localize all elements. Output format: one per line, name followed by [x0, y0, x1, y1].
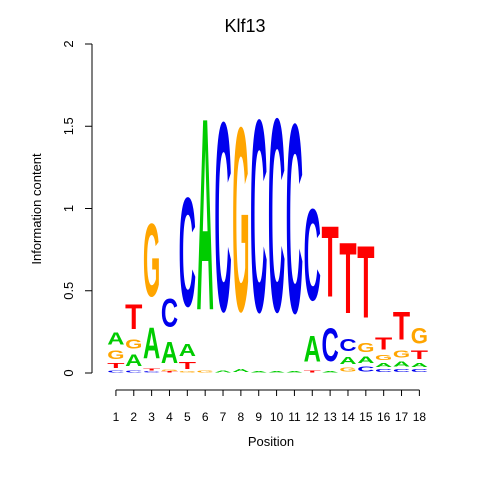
- logo-letter-C-pos-9: C: [250, 64, 267, 370]
- logo-letter-G-pos-2: G: [125, 336, 142, 351]
- x-tick-label: 14: [341, 410, 355, 424]
- logo-letter-A-pos-3: A: [143, 319, 160, 369]
- logo-letter-T-pos-4: T: [161, 371, 178, 373]
- x-tick-label: 2: [130, 410, 137, 424]
- logo-letter-A-pos-5: A: [179, 341, 196, 360]
- logo-letter-G-pos-6: G: [197, 370, 214, 373]
- x-tick-label: 18: [413, 410, 427, 424]
- x-tick-label: 6: [202, 410, 209, 424]
- logo-letter-A-pos-6: A: [197, 63, 214, 369]
- logo-letter-A-pos-13: A: [322, 371, 339, 373]
- logo-letter-G-pos-5: G: [179, 371, 196, 373]
- logo-letter-C-pos-18: C: [411, 368, 428, 373]
- logo-letter-C-pos-16: C: [375, 368, 392, 373]
- logo-letter-T-pos-18: T: [411, 348, 428, 362]
- x-tick-label: 10: [270, 410, 284, 424]
- logo-letter-T-pos-1: T: [107, 362, 125, 370]
- logo-letter-C-pos-10: C: [268, 61, 285, 370]
- logo-letter-A-pos-14: A: [339, 355, 356, 367]
- logo-letter-C-pos-1: C: [107, 370, 124, 373]
- logo-letter-A-pos-9: A: [250, 371, 267, 373]
- logo-letter-G-pos-14: G: [339, 367, 356, 374]
- logo-letter-G-pos-16: G: [375, 354, 392, 362]
- logo-letter-A-pos-11: A: [286, 371, 303, 373]
- x-axis-label: Position: [248, 434, 294, 449]
- x-tick-label: 8: [238, 410, 245, 424]
- logo-letter-A-pos-2: A: [125, 353, 143, 370]
- logo-letter-A-pos-17: A: [393, 360, 411, 368]
- y-tick-label: 2: [61, 40, 76, 47]
- logo-letter-A-pos-10: A: [268, 371, 285, 373]
- x-tick-label: 16: [377, 410, 391, 424]
- logo-letter-C-pos-12: C: [304, 182, 321, 328]
- logo-letter-A-pos-4: A: [161, 335, 178, 370]
- logo-letter-A-pos-12: A: [304, 328, 321, 369]
- logo-letter-G-pos-8: G: [232, 72, 249, 367]
- logo-letter-C-pos-7: C: [214, 65, 231, 368]
- x-tick-label: 12: [306, 410, 320, 424]
- logo-letter-T-pos-17: T: [393, 305, 410, 349]
- y-tick-label: 0.5: [61, 282, 76, 300]
- chart-title: Klf13: [224, 16, 265, 36]
- logo-letter-C-pos-2: C: [125, 370, 142, 373]
- x-axis: 1 2 3 4 5 6 7 8 9 10 11 12 13 14 15 16 17 18: [113, 389, 427, 424]
- x-tick-label: 3: [148, 410, 155, 424]
- y-axis-label: Information content: [29, 153, 44, 265]
- x-tick-label: 13: [323, 410, 337, 424]
- logo-letter-G-pos-18: G: [411, 324, 428, 349]
- y-tick-label: 0: [61, 369, 76, 376]
- logo-letter-A-pos-8: A: [232, 368, 249, 373]
- logo-letter-A-pos-7: A: [214, 370, 231, 373]
- logo-letter-T-pos-12: T: [304, 370, 322, 373]
- logo-letter-A-pos-15: A: [357, 355, 374, 365]
- x-tick-label: 9: [255, 410, 262, 424]
- logo-letter-T-pos-16: T: [375, 334, 393, 353]
- logo-letter-G-pos-17: G: [393, 348, 410, 360]
- logo-letter-T-pos-13: T: [322, 205, 339, 318]
- logo-letter-A-pos-16: A: [375, 361, 393, 368]
- logo-letter-C-pos-15: C: [357, 365, 375, 373]
- logo-letter-C-pos-11: C: [286, 67, 303, 370]
- logo-letter-G-pos-3: G: [143, 202, 160, 318]
- logo-letter-T-pos-15: T: [357, 225, 374, 340]
- x-tick-label: 5: [184, 410, 191, 424]
- x-tick-label: 11: [288, 410, 301, 424]
- logo-letter-C-pos-3: C: [143, 371, 160, 373]
- logo-letter-C-pos-13: C: [322, 318, 339, 371]
- logo-letter-C-pos-14: C: [339, 336, 356, 355]
- x-tick-label: 17: [395, 410, 409, 424]
- logo-letter-T-pos-5: T: [179, 360, 196, 372]
- logo-letters: CTGACAGTCTAGTGACGTACGAACAGACACACTACACTGA…: [107, 61, 428, 373]
- x-tick-label: 7: [220, 410, 227, 424]
- logo-letter-C-pos-4: C: [161, 290, 178, 335]
- logo-letter-C-pos-17: C: [393, 368, 410, 373]
- logo-letter-G-pos-1: G: [107, 348, 124, 361]
- y-tick-label: 1: [61, 205, 76, 212]
- logo-letter-G-pos-15: G: [357, 340, 374, 355]
- logo-letter-T-pos-2: T: [125, 297, 143, 337]
- logo-letter-T-pos-3: T: [143, 368, 161, 371]
- y-tick-label: 1.5: [61, 117, 76, 135]
- logo-letter-C-pos-5: C: [179, 165, 196, 340]
- logo-letter-A-pos-18: A: [411, 361, 429, 368]
- x-tick-label: 1: [113, 410, 120, 424]
- y-axis: 0 0.5 1 1.5 2: [61, 40, 93, 377]
- logo-letter-T-pos-14: T: [339, 222, 356, 335]
- logo-letter-G-pos-4: G: [161, 370, 178, 372]
- x-tick-label: 4: [166, 410, 173, 424]
- logo-letter-A-pos-1: A: [107, 329, 124, 348]
- x-tick-label: 15: [359, 410, 373, 424]
